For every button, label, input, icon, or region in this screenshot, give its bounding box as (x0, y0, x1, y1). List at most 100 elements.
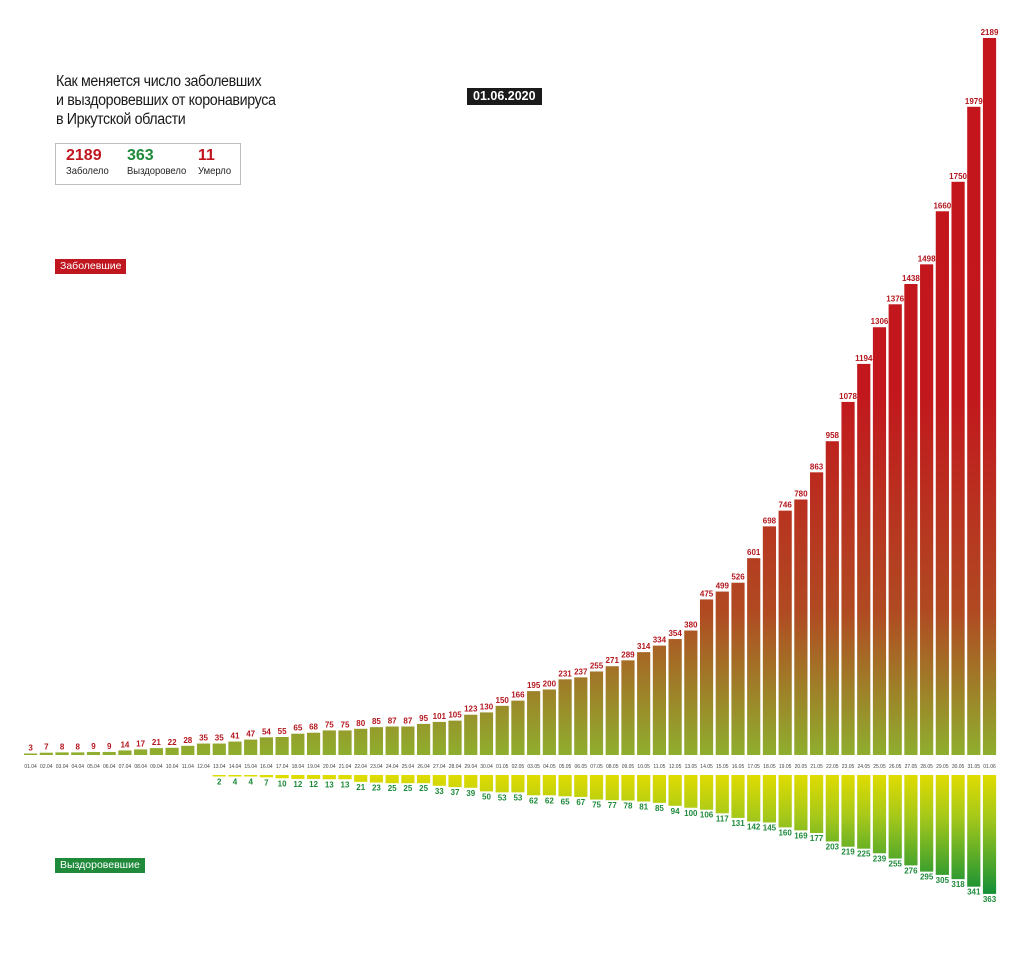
infected-value-label: 780 (794, 490, 808, 499)
recovered-value-label: 169 (794, 831, 808, 840)
x-tick-label: 26.05 (889, 764, 902, 770)
infected-value-label: 54 (262, 727, 271, 736)
recovered-bar (637, 775, 651, 802)
infected-value-label: 87 (388, 717, 397, 726)
recovered-bar (275, 775, 289, 779)
recovered-bar (354, 775, 368, 782)
infected-value-label: 21 (152, 738, 161, 747)
recovered-value-label: 363 (983, 895, 997, 904)
infected-value-label: 8 (60, 742, 65, 751)
recovered-bar (731, 775, 745, 818)
recovered-bar (464, 775, 478, 788)
recovered-value-label: 67 (576, 798, 585, 807)
stat-infected: 2189 Заболело (66, 147, 114, 177)
infected-bar (558, 679, 572, 755)
infected-value-label: 9 (91, 742, 96, 751)
infected-value-label: 35 (199, 734, 208, 743)
infected-bar (417, 723, 431, 755)
x-tick-label: 26.04 (417, 764, 430, 770)
recovered-value-label: 305 (936, 876, 950, 885)
chart-title: Как меняется число заболевших и выздоров… (56, 72, 276, 129)
infected-value-label: 14 (120, 740, 129, 749)
infected-value-label: 237 (574, 667, 588, 676)
recovered-value-label: 53 (513, 793, 522, 802)
recovered-value-label: 318 (951, 880, 965, 889)
x-tick-label: 14.05 (700, 764, 713, 770)
infected-bar (652, 645, 666, 755)
x-tick-label: 21.05 (810, 764, 823, 770)
recovered-value-label: 145 (763, 823, 777, 832)
recovered-bar (589, 775, 604, 800)
recovered-value-label: 219 (841, 848, 855, 857)
infected-value-label: 1438 (902, 274, 920, 283)
infected-value-label: 2189 (981, 28, 999, 37)
x-tick-label: 04.04 (72, 764, 85, 770)
infected-bar (401, 726, 415, 755)
infected-bar (888, 304, 902, 755)
recovered-value-labels: 2 4 4 7 10 12 12 13 13 21 23 25 25 25 33 37 39 50 53 53 62 62… (217, 778, 997, 904)
x-tick-label: 01.04 (24, 764, 37, 770)
infected-bar (181, 745, 195, 755)
recovered-value-label: 10 (278, 779, 287, 788)
infected-bars (24, 38, 997, 755)
recovered-bar (479, 775, 494, 792)
infected-value-label: 68 (309, 723, 318, 732)
infected-bar (621, 660, 635, 755)
x-axis-ticks: 01.04 02.04 03.04 04.04 05.04 06.04 07.04 08.04… (24, 764, 996, 770)
recovered-bar (605, 775, 619, 801)
x-tick-label: 18.04 (292, 764, 305, 770)
x-tick-label: 09.04 (150, 764, 163, 770)
recovered-bar (810, 775, 824, 833)
infected-value-label: 8 (76, 742, 81, 751)
title-line: в Иркутской области (56, 111, 186, 128)
infected-bar (196, 743, 211, 755)
infected-bar (338, 730, 352, 755)
recovered-bar (967, 775, 981, 887)
stat-recovered: 363 Выздоровело (127, 147, 193, 177)
infected-value-label: 1194 (855, 354, 873, 363)
infected-bar (841, 401, 855, 755)
infected-value-label: 150 (496, 696, 510, 705)
infected-bar (605, 666, 619, 755)
date-badge: 01.06.2020 (467, 88, 542, 105)
x-tick-label: 14.04 (229, 764, 242, 770)
x-tick-label: 13.04 (213, 764, 226, 770)
infected-bar (244, 739, 258, 755)
recovered-value-label: 94 (671, 807, 680, 816)
x-tick-label: 24.04 (386, 764, 399, 770)
infected-value-label: 85 (372, 717, 381, 726)
recovered-value-label: 2 (217, 778, 222, 787)
infected-bar (699, 599, 714, 755)
recovered-bar (982, 775, 997, 894)
recovered-value-label: 117 (716, 814, 729, 823)
x-tick-label: 08.05 (606, 764, 619, 770)
infected-value-label: 526 (731, 573, 745, 582)
recovered-bar (872, 775, 887, 854)
infected-value-label: 80 (356, 719, 365, 728)
recovered-bar (920, 775, 934, 872)
infected-bar (904, 283, 918, 755)
infected-bar (967, 106, 981, 755)
infected-value-label: 105 (448, 711, 462, 720)
recovered-bar (417, 775, 431, 784)
x-tick-label: 01.06 (983, 764, 996, 770)
infected-value-label: 746 (778, 501, 792, 510)
infected-value-label: 55 (278, 727, 287, 736)
stat-died-value: 11 (198, 147, 215, 164)
infected-value-label: 499 (716, 582, 730, 591)
recovered-bar (527, 775, 541, 796)
infected-value-label: 65 (293, 724, 302, 733)
infected-value-label: 231 (558, 669, 572, 678)
recovered-value-label: 65 (561, 797, 570, 806)
x-tick-label: 19.04 (307, 764, 320, 770)
recovered-bar (495, 775, 509, 793)
infected-bar (275, 736, 289, 755)
infected-bar (935, 211, 949, 755)
x-tick-label: 15.04 (244, 764, 257, 770)
x-tick-label: 21.04 (339, 764, 352, 770)
x-tick-label: 16.05 (732, 764, 745, 770)
recovered-value-label: 81 (639, 803, 648, 812)
title-line: и выздоровевших от коронавируса (56, 92, 276, 109)
infected-bar (55, 752, 69, 755)
infected-value-label: 475 (700, 589, 714, 598)
